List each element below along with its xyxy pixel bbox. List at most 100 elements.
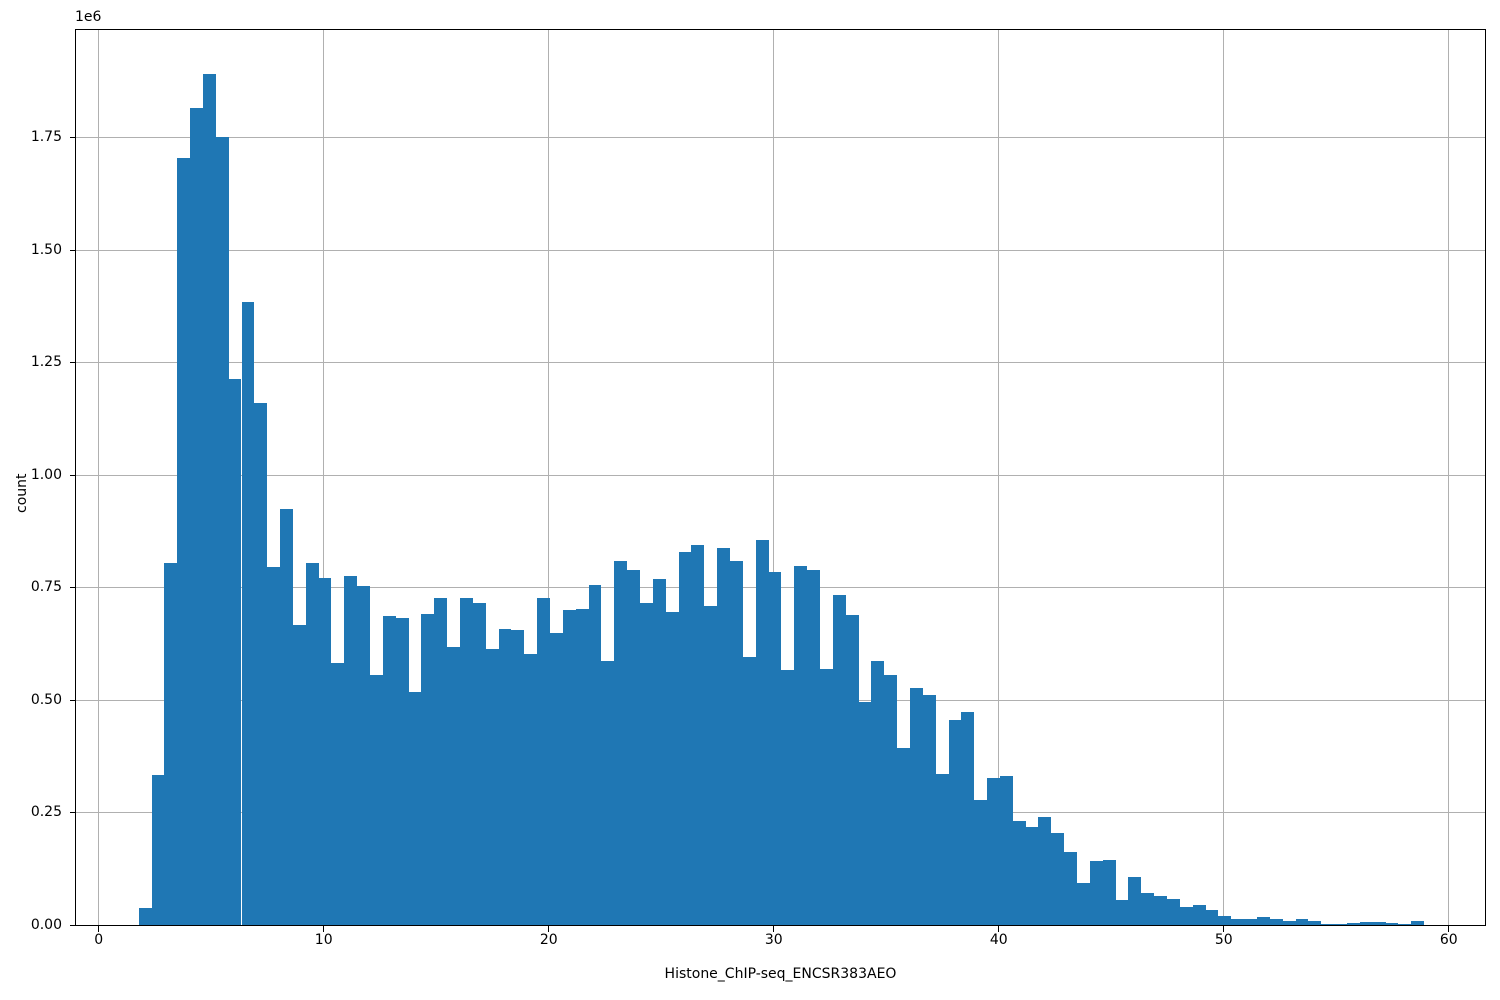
y-tick-label: 1.75 <box>30 129 62 146</box>
histogram-bar <box>395 617 409 925</box>
gridline-vertical <box>323 30 325 925</box>
histogram-bar <box>974 799 988 925</box>
histogram-bar <box>202 73 216 925</box>
histogram-bar <box>717 548 730 925</box>
histogram-bar <box>961 712 975 925</box>
gridline-horizontal <box>76 362 1485 364</box>
histogram-bar <box>614 560 628 925</box>
histogram-bar <box>819 668 833 925</box>
histogram-bar <box>1359 922 1373 925</box>
histogram-bar <box>1012 820 1026 925</box>
histogram-bar <box>292 625 306 925</box>
y-tick-mark <box>70 362 76 364</box>
x-tick-mark <box>1223 926 1225 932</box>
histogram-bar <box>691 544 705 925</box>
x-tick-mark <box>773 926 775 932</box>
histogram-bar <box>1141 892 1155 925</box>
histogram-bar <box>1269 919 1283 925</box>
histogram-bar <box>1334 924 1347 925</box>
gridline-vertical <box>1448 30 1450 925</box>
histogram-bar <box>524 653 538 925</box>
histogram-bar <box>987 777 1000 925</box>
histogram-bar <box>1411 921 1425 925</box>
histogram-bar <box>472 602 486 925</box>
x-tick-label: 10 <box>314 932 333 948</box>
gridline-vertical <box>998 30 1000 925</box>
histogram-bar <box>794 566 808 925</box>
y-tick-mark <box>70 249 76 251</box>
histogram-bar <box>639 602 653 925</box>
histogram-bar <box>1192 905 1206 925</box>
histogram-bar <box>781 670 795 925</box>
histogram-bar <box>1282 920 1296 925</box>
histogram-bar <box>1025 826 1039 925</box>
histogram-bar <box>588 585 602 925</box>
histogram-bar <box>370 675 383 925</box>
x-tick-mark <box>1448 926 1450 932</box>
gridline-vertical <box>773 30 775 925</box>
histogram-bar <box>241 301 255 925</box>
y-tick-label: 0.00 <box>30 916 62 933</box>
histogram-bar <box>460 597 473 925</box>
histogram-bar <box>1102 860 1116 925</box>
histogram-bar <box>1295 919 1309 925</box>
histogram-bar <box>177 158 191 925</box>
histogram-bar <box>999 775 1013 925</box>
x-tick-mark <box>98 926 100 932</box>
histogram-bar <box>768 571 782 925</box>
x-tick-label: 40 <box>989 932 1008 948</box>
histogram-bar <box>897 748 910 925</box>
histogram-bar <box>331 662 345 925</box>
histogram-bar <box>1154 895 1168 925</box>
histogram-bar <box>344 576 358 925</box>
histogram-bar <box>408 691 422 925</box>
gridline-horizontal <box>76 474 1485 476</box>
y-tick-mark <box>70 812 76 814</box>
histogram-bar <box>1347 922 1360 925</box>
plot-area <box>75 29 1486 926</box>
histogram-bar <box>1167 899 1180 925</box>
histogram-bar <box>1218 916 1232 925</box>
x-tick-label: 30 <box>764 932 783 948</box>
histogram-bar <box>575 608 589 925</box>
gridline-horizontal <box>76 137 1485 139</box>
histogram-bar <box>884 674 898 925</box>
histogram-bar <box>267 567 281 925</box>
histogram-bar <box>678 551 692 925</box>
x-tick-mark <box>548 926 550 932</box>
histogram-bar <box>1038 817 1052 925</box>
gridline-vertical <box>1223 30 1225 925</box>
histogram-bar <box>280 508 293 925</box>
histogram-bar <box>1128 876 1142 925</box>
gridline-vertical <box>98 30 100 925</box>
histogram-bar <box>807 570 820 925</box>
histogram-bar <box>755 539 769 925</box>
histogram-bar <box>138 907 152 925</box>
histogram-bar <box>832 595 846 925</box>
histogram-bar <box>922 694 936 925</box>
histogram-bar <box>190 107 203 925</box>
histogram-bar <box>729 561 743 925</box>
y-tick-label: 0.75 <box>30 579 62 596</box>
histogram-bar <box>1372 922 1386 925</box>
histogram-bar <box>1398 924 1412 925</box>
histogram-bar <box>1077 882 1090 925</box>
histogram-bar <box>704 606 718 925</box>
y-tick-mark <box>70 699 76 701</box>
histogram-bar <box>550 633 563 925</box>
y-axis-offset-label: 1e6 <box>75 9 102 25</box>
histogram-bar <box>935 774 949 925</box>
histogram-bar <box>562 609 576 925</box>
y-tick-label: 1.00 <box>30 466 62 483</box>
histogram-bar <box>845 615 859 925</box>
histogram-bar <box>1321 923 1335 925</box>
y-tick-mark <box>70 137 76 139</box>
y-tick-mark <box>70 474 76 476</box>
gridline-horizontal <box>76 249 1485 251</box>
histogram-bar <box>164 562 178 925</box>
x-tick-label: 50 <box>1214 932 1233 948</box>
histogram-bar <box>948 720 962 925</box>
histogram-bar <box>1051 833 1065 925</box>
y-tick-label: 1.50 <box>30 241 62 258</box>
